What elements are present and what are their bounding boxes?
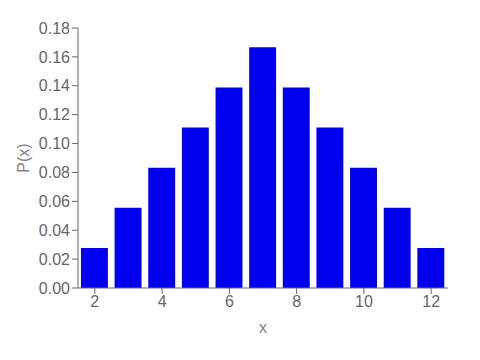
svg-text:0.08: 0.08 [39, 164, 70, 181]
svg-text:4: 4 [158, 293, 167, 310]
svg-text:0.18: 0.18 [39, 20, 70, 37]
svg-text:6: 6 [225, 293, 234, 310]
svg-text:10: 10 [355, 293, 373, 310]
svg-text:12: 12 [422, 293, 440, 310]
svg-text:x: x [259, 319, 267, 336]
svg-text:2: 2 [90, 293, 99, 310]
svg-text:0.00: 0.00 [39, 280, 70, 297]
svg-text:0.02: 0.02 [39, 251, 70, 268]
svg-text:8: 8 [292, 293, 301, 310]
svg-text:P(x): P(x) [15, 143, 32, 172]
svg-text:0.16: 0.16 [39, 49, 70, 66]
svg-text:0.14: 0.14 [39, 77, 70, 94]
svg-text:0.10: 0.10 [39, 135, 70, 152]
svg-text:0.04: 0.04 [39, 222, 70, 239]
svg-text:0.06: 0.06 [39, 193, 70, 210]
svg-text:0.12: 0.12 [39, 106, 70, 123]
